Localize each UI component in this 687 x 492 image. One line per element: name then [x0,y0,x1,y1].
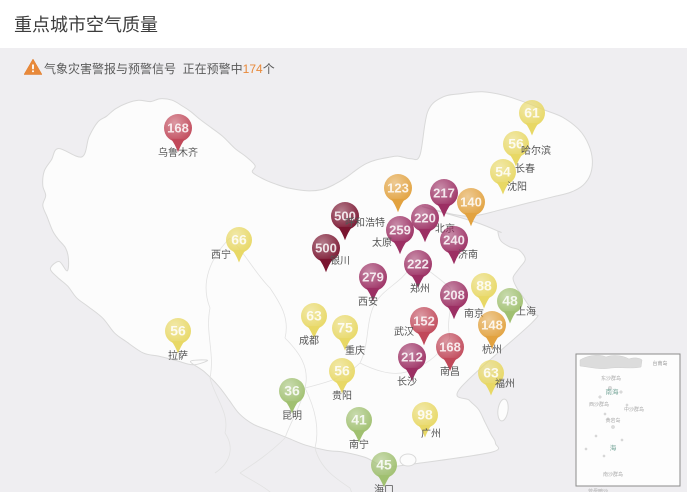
svg-text:220: 220 [414,210,436,225]
svg-text:75: 75 [337,319,353,335]
svg-text:56: 56 [334,362,350,378]
svg-text:黄岩岛: 黄岩岛 [605,417,620,424]
svg-text:66: 66 [231,231,247,247]
svg-text:45: 45 [376,456,392,472]
svg-text:88: 88 [476,277,492,293]
svg-text:208: 208 [443,287,465,302]
svg-text:南沙群岛: 南沙群岛 [603,471,623,478]
svg-text:中沙群岛: 中沙群岛 [624,406,644,413]
svg-text:56: 56 [170,322,186,338]
svg-text:海: 海 [610,443,617,452]
svg-text:东沙群岛: 东沙群岛 [601,375,621,382]
svg-text:98: 98 [417,406,433,422]
svg-text:279: 279 [362,269,384,284]
svg-text:61: 61 [524,104,540,120]
svg-text:63: 63 [306,307,322,323]
svg-text:41: 41 [351,411,367,427]
svg-text:140: 140 [460,194,482,209]
svg-text:217: 217 [433,185,455,200]
svg-text:148: 148 [481,317,503,332]
svg-text:台南岛: 台南岛 [652,360,667,367]
svg-text:259: 259 [389,222,411,237]
svg-text:123: 123 [387,180,409,195]
svg-text:36: 36 [284,382,300,398]
svg-text:南海: 南海 [606,387,620,396]
svg-text:曾母暗沙: 曾母暗沙 [588,488,608,492]
svg-text:222: 222 [407,256,429,271]
svg-text:西沙群岛: 西沙群岛 [589,401,609,408]
svg-text:168: 168 [167,120,189,135]
svg-text:168: 168 [439,339,461,354]
svg-text:212: 212 [401,349,423,364]
svg-text:152: 152 [413,313,435,328]
